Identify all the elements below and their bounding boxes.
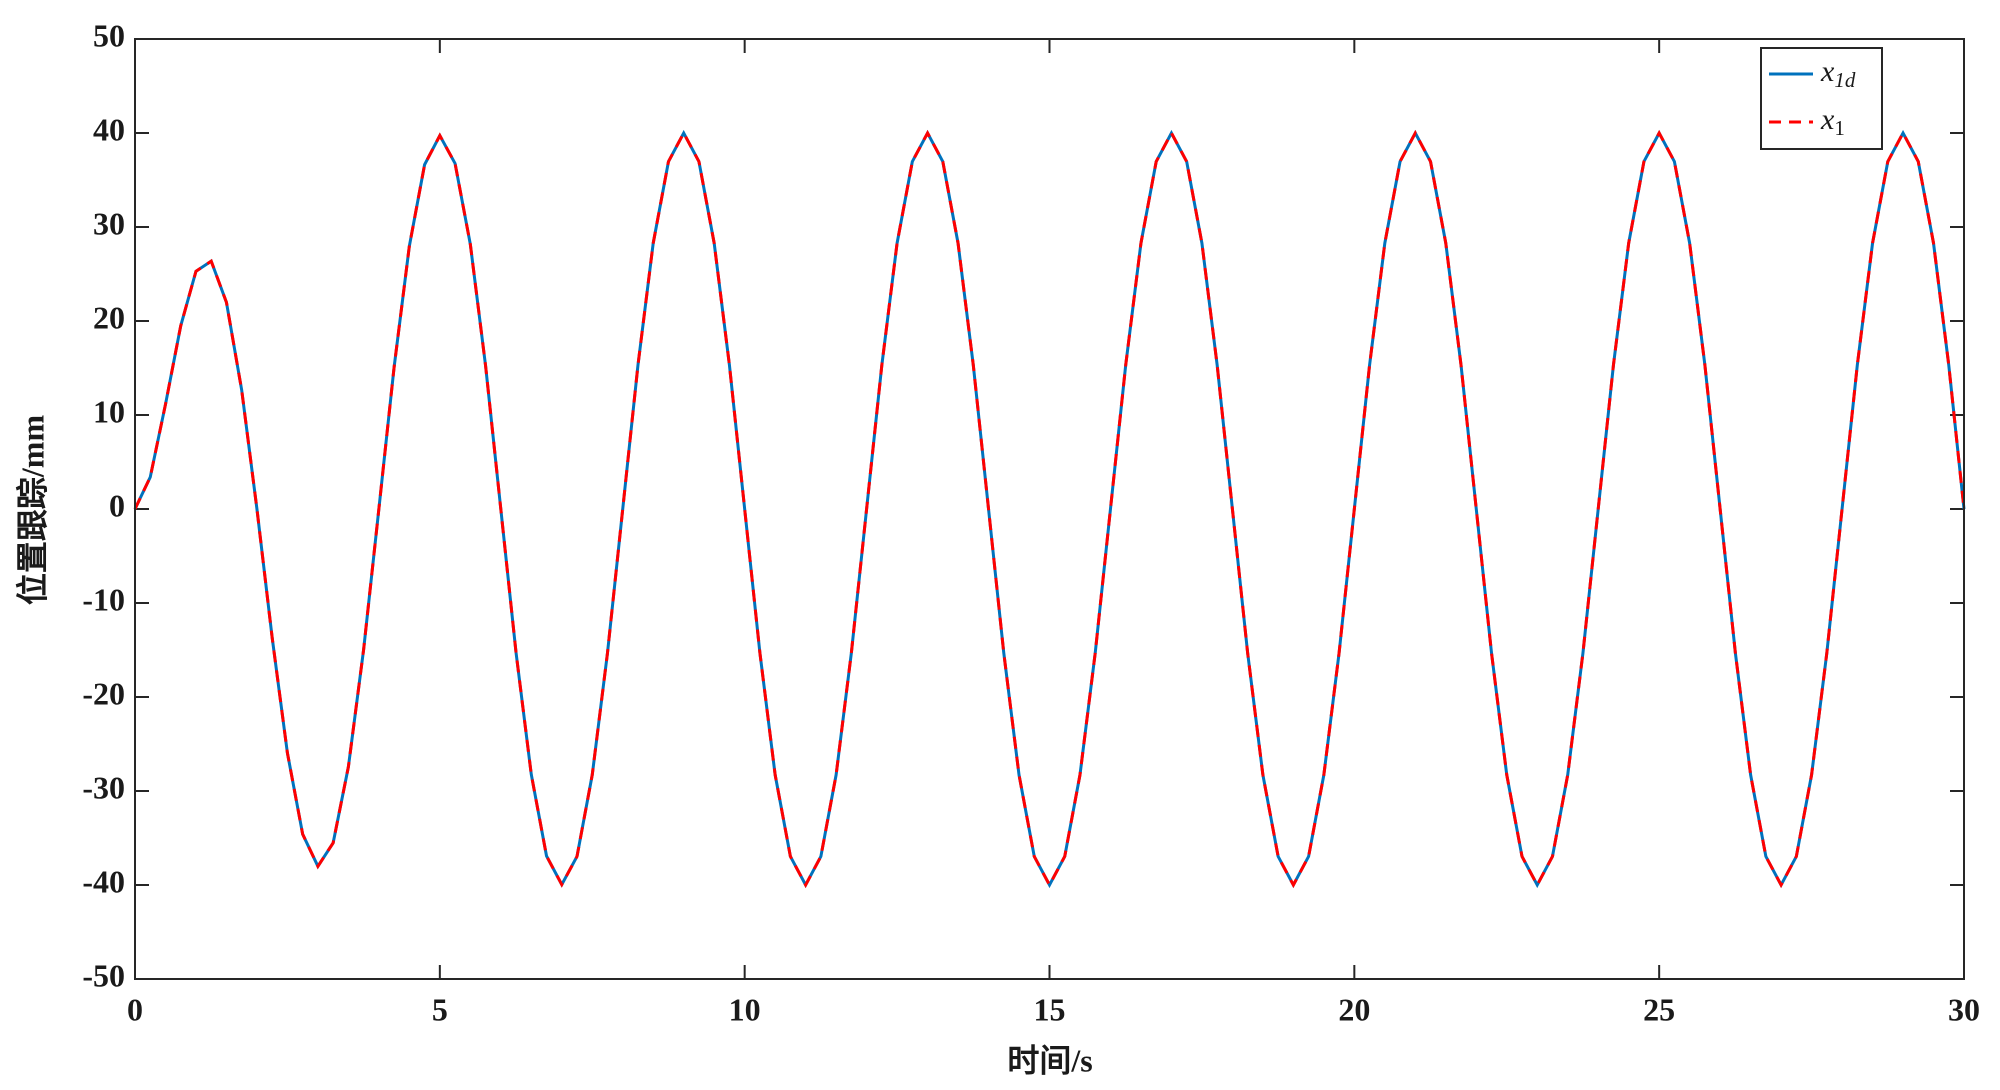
y-tick-label: -50 [82,957,125,993]
legend-label: x1 [1820,103,1845,140]
legend-box [1760,47,1883,150]
y-axis-label: 位置跟踪/mm [14,415,50,606]
y-tick-label: 50 [93,17,125,53]
y-tick-label: -10 [82,581,125,617]
x-tick-label: 10 [729,991,761,1027]
x-tick-label: 25 [1643,991,1675,1027]
plot-frame [134,38,1965,980]
data-line [133,129,1966,889]
legend-label: x1d [1820,55,1856,92]
x-tick-label: 20 [1338,991,1370,1027]
x-tick-label: 30 [1948,991,1980,1027]
y-tick-label: -40 [82,863,125,899]
y-tick-label: -20 [82,675,125,711]
x-tick-label: 5 [432,991,448,1027]
y-tick-label: 20 [93,299,125,335]
y-tick-label: -30 [82,769,125,805]
y-tick-label: 30 [93,205,125,241]
y-tick-label: 40 [93,111,125,147]
y-tick-label: 10 [93,393,125,429]
y-tick-label: 0 [109,487,125,523]
x-tick-label: 15 [1034,991,1066,1027]
x-tick-label: 0 [127,991,143,1027]
x-axis-label: 时间/s [1007,1042,1092,1078]
